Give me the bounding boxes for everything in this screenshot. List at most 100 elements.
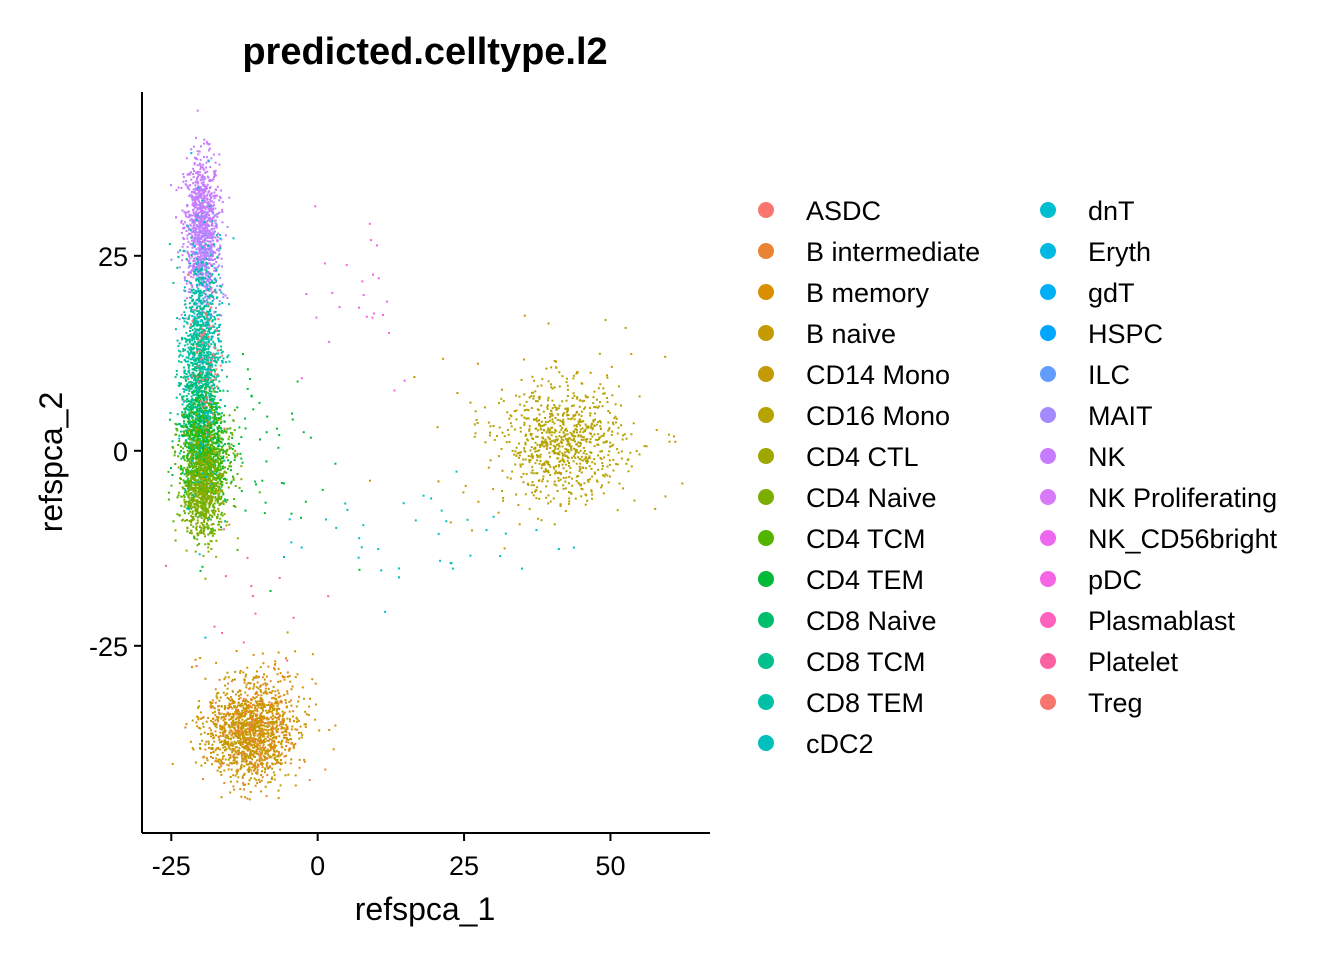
data-point bbox=[197, 382, 200, 385]
data-point bbox=[181, 472, 184, 475]
data-point bbox=[184, 443, 187, 446]
data-point bbox=[608, 450, 611, 453]
data-point bbox=[228, 447, 231, 450]
data-point bbox=[551, 399, 554, 402]
data-point bbox=[546, 461, 549, 464]
data-point bbox=[227, 467, 229, 470]
data-point bbox=[208, 187, 211, 190]
data-point bbox=[201, 327, 204, 330]
data-point bbox=[176, 317, 179, 320]
data-point bbox=[195, 329, 198, 332]
data-point bbox=[578, 420, 581, 423]
data-point bbox=[209, 209, 211, 212]
data-point bbox=[181, 316, 184, 319]
data-point bbox=[198, 457, 201, 460]
data-point bbox=[234, 456, 237, 459]
data-point bbox=[210, 200, 213, 203]
data-point bbox=[197, 471, 200, 474]
data-point bbox=[201, 455, 204, 458]
data-point bbox=[215, 248, 218, 251]
data-point bbox=[194, 233, 196, 236]
data-point bbox=[193, 222, 196, 225]
data-point bbox=[193, 301, 196, 304]
data-point bbox=[196, 158, 199, 161]
data-point bbox=[220, 441, 223, 444]
data-point bbox=[185, 425, 188, 428]
data-point bbox=[198, 300, 201, 303]
data-point bbox=[205, 213, 208, 216]
data-point bbox=[502, 497, 505, 500]
data-point bbox=[223, 428, 226, 431]
data-point bbox=[191, 477, 194, 480]
data-point bbox=[211, 250, 214, 253]
data-point bbox=[213, 269, 216, 272]
data-point bbox=[563, 460, 566, 463]
data-point bbox=[191, 399, 194, 402]
data-point bbox=[181, 259, 184, 262]
data-point bbox=[191, 376, 193, 379]
data-point bbox=[574, 497, 577, 500]
data-point bbox=[218, 523, 221, 526]
data-point bbox=[194, 421, 197, 424]
data-point bbox=[573, 438, 576, 441]
data-point bbox=[190, 288, 193, 291]
data-point bbox=[210, 411, 213, 414]
data-point bbox=[208, 324, 211, 327]
data-point bbox=[203, 490, 205, 493]
data-point bbox=[206, 230, 209, 233]
data-point bbox=[574, 448, 577, 451]
data-point bbox=[193, 245, 196, 248]
data-point bbox=[189, 291, 192, 294]
data-point bbox=[607, 421, 610, 424]
data-point bbox=[226, 427, 229, 430]
data-point bbox=[204, 189, 207, 192]
data-point bbox=[180, 221, 183, 224]
data-point bbox=[191, 198, 194, 201]
data-point bbox=[203, 216, 206, 219]
data-point bbox=[181, 338, 184, 341]
data-point bbox=[205, 338, 208, 341]
data-point bbox=[174, 450, 177, 453]
data-point bbox=[190, 485, 193, 488]
data-point bbox=[569, 447, 572, 450]
data-point bbox=[193, 496, 196, 499]
data-point bbox=[196, 239, 199, 242]
data-point bbox=[191, 516, 194, 519]
data-point bbox=[589, 414, 592, 417]
data-point bbox=[206, 526, 209, 529]
data-point bbox=[189, 262, 192, 265]
data-point bbox=[213, 434, 216, 437]
data-point bbox=[194, 308, 197, 311]
data-point bbox=[219, 237, 222, 240]
data-point bbox=[176, 413, 179, 416]
data-point bbox=[522, 458, 525, 461]
data-point bbox=[201, 362, 204, 365]
data-point bbox=[188, 466, 191, 469]
data-point bbox=[190, 491, 193, 494]
data-point bbox=[210, 398, 213, 400]
data-point bbox=[191, 429, 194, 432]
data-point bbox=[197, 173, 200, 176]
data-point bbox=[185, 379, 187, 382]
data-point bbox=[539, 445, 542, 448]
data-point bbox=[209, 449, 212, 452]
data-point bbox=[189, 361, 192, 364]
data-point bbox=[214, 318, 217, 321]
data-point bbox=[220, 446, 223, 449]
data-point bbox=[192, 440, 195, 443]
data-point bbox=[204, 300, 207, 303]
data-point bbox=[531, 481, 534, 483]
data-point bbox=[208, 425, 211, 428]
data-point bbox=[201, 342, 204, 345]
data-point bbox=[193, 499, 196, 502]
data-point bbox=[207, 524, 210, 527]
data-point bbox=[193, 240, 195, 242]
data-point bbox=[179, 249, 182, 252]
data-point bbox=[217, 264, 220, 267]
data-point bbox=[207, 218, 210, 221]
data-point bbox=[187, 360, 189, 363]
data-point bbox=[180, 445, 182, 448]
data-point bbox=[554, 430, 557, 433]
data-point bbox=[589, 451, 592, 454]
data-point bbox=[212, 355, 214, 358]
